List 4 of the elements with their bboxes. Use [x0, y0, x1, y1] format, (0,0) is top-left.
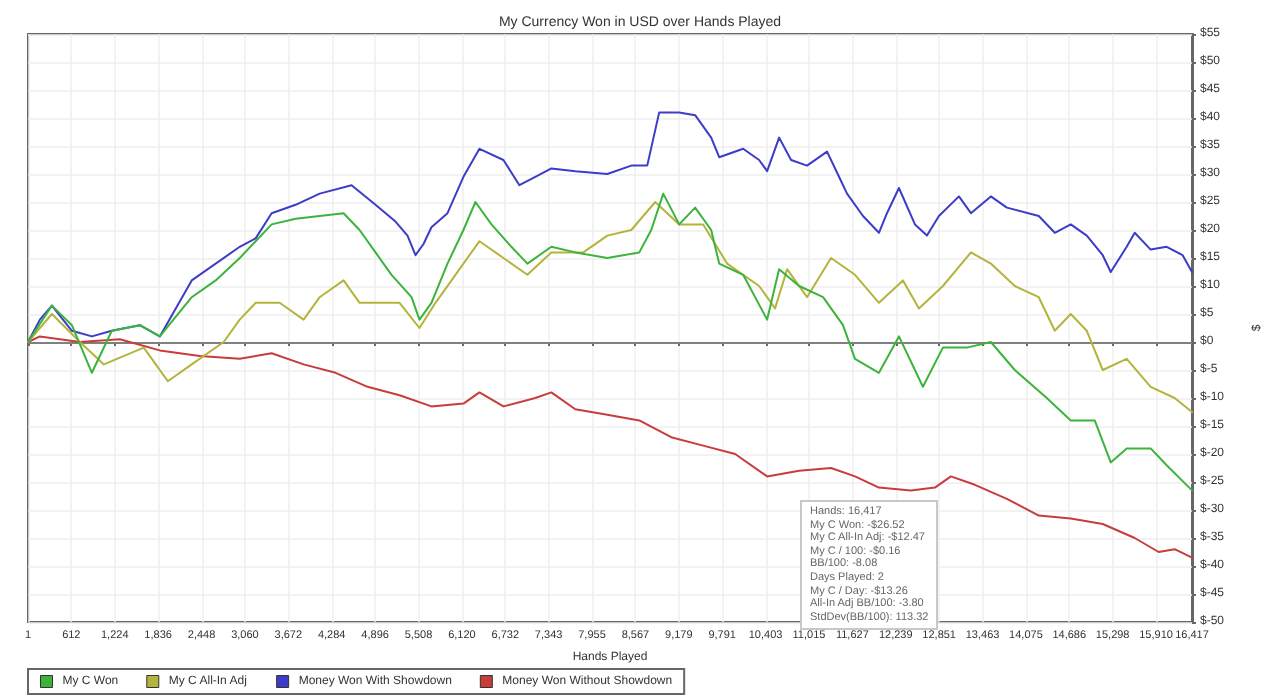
line-series [27, 201, 1193, 413]
line-series [27, 192, 1193, 492]
line-series [27, 335, 1193, 559]
line-series [27, 111, 1193, 343]
